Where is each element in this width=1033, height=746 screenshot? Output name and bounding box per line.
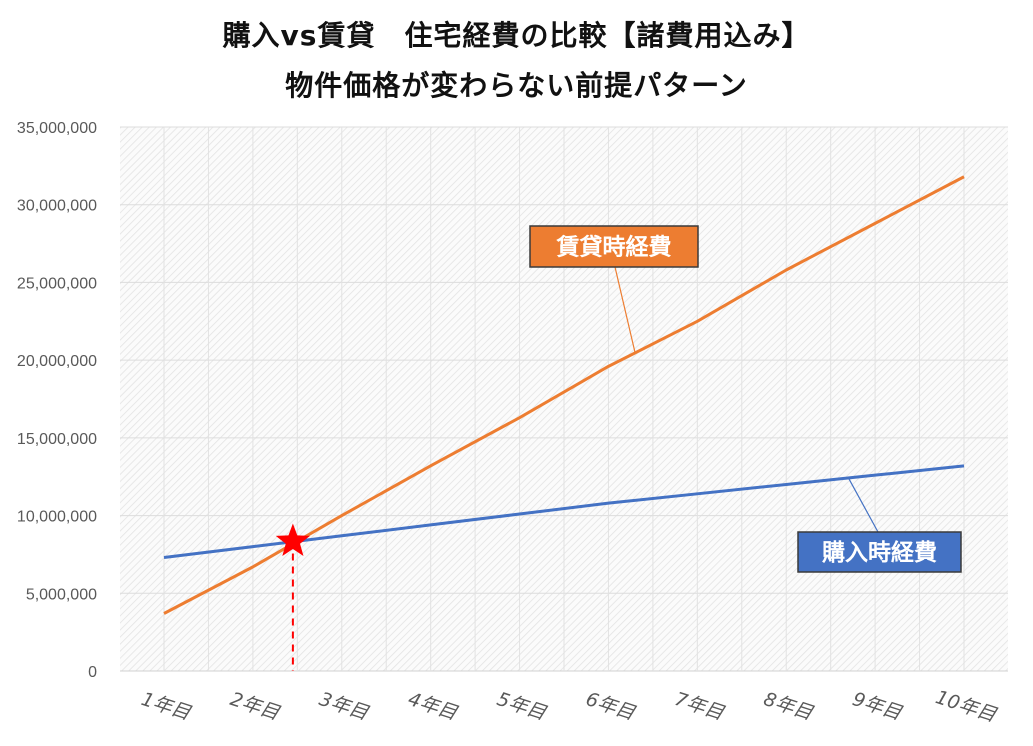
y-tick-label: 25,000,000 bbox=[17, 275, 97, 292]
crossover-marker-layer bbox=[275, 523, 311, 671]
x-tick-label: 8年目 bbox=[761, 688, 816, 725]
x-tick-label: 2年目 bbox=[228, 688, 283, 725]
x-tick-label: 1年目 bbox=[139, 688, 194, 725]
y-tick-label: 20,000,000 bbox=[17, 353, 97, 370]
x-tick-label: 5年目 bbox=[494, 688, 549, 725]
y-tick-label: 5,000,000 bbox=[26, 586, 97, 603]
gridlines bbox=[120, 126, 1008, 672]
star-icon bbox=[275, 523, 311, 557]
y-tick-label: 15,000,000 bbox=[17, 431, 97, 448]
chart-subtitle: 物件価格が変わらない前提パターン bbox=[285, 69, 748, 102]
series-label-box bbox=[797, 531, 962, 573]
x-axis-ticks: 1年目 2年目 3年目 4年目 5年目 6年目 7年目 8年目 9年目 10年目 bbox=[139, 686, 1000, 726]
chart-title: 購入vs賃貸 住宅経費の比較【諸費用込み】 bbox=[222, 19, 811, 52]
series-label-box bbox=[529, 225, 699, 268]
callout-leader-line bbox=[847, 477, 879, 533]
series-label: 賃貸時経費 bbox=[556, 234, 672, 261]
y-tick-label: 10,000,000 bbox=[17, 509, 97, 526]
x-tick-label: 3年目 bbox=[316, 688, 371, 725]
x-tick-label: 7年目 bbox=[672, 688, 727, 725]
y-tick-label: 0 bbox=[88, 664, 97, 681]
callout-leader-line bbox=[614, 266, 636, 353]
x-tick-label: 10年目 bbox=[933, 686, 1000, 726]
x-tick-label: 4年目 bbox=[405, 688, 460, 725]
x-tick-label: 6年目 bbox=[583, 688, 638, 725]
y-tick-label: 35,000,000 bbox=[17, 120, 97, 137]
y-axis-ticks: 0 5,000,000 10,000,000 15,000,000 20,000,000… bbox=[17, 120, 97, 681]
y-tick-label: 30,000,000 bbox=[17, 198, 97, 215]
x-tick-label: 9年目 bbox=[850, 688, 905, 725]
series-label: 購入時経費 bbox=[822, 539, 937, 566]
